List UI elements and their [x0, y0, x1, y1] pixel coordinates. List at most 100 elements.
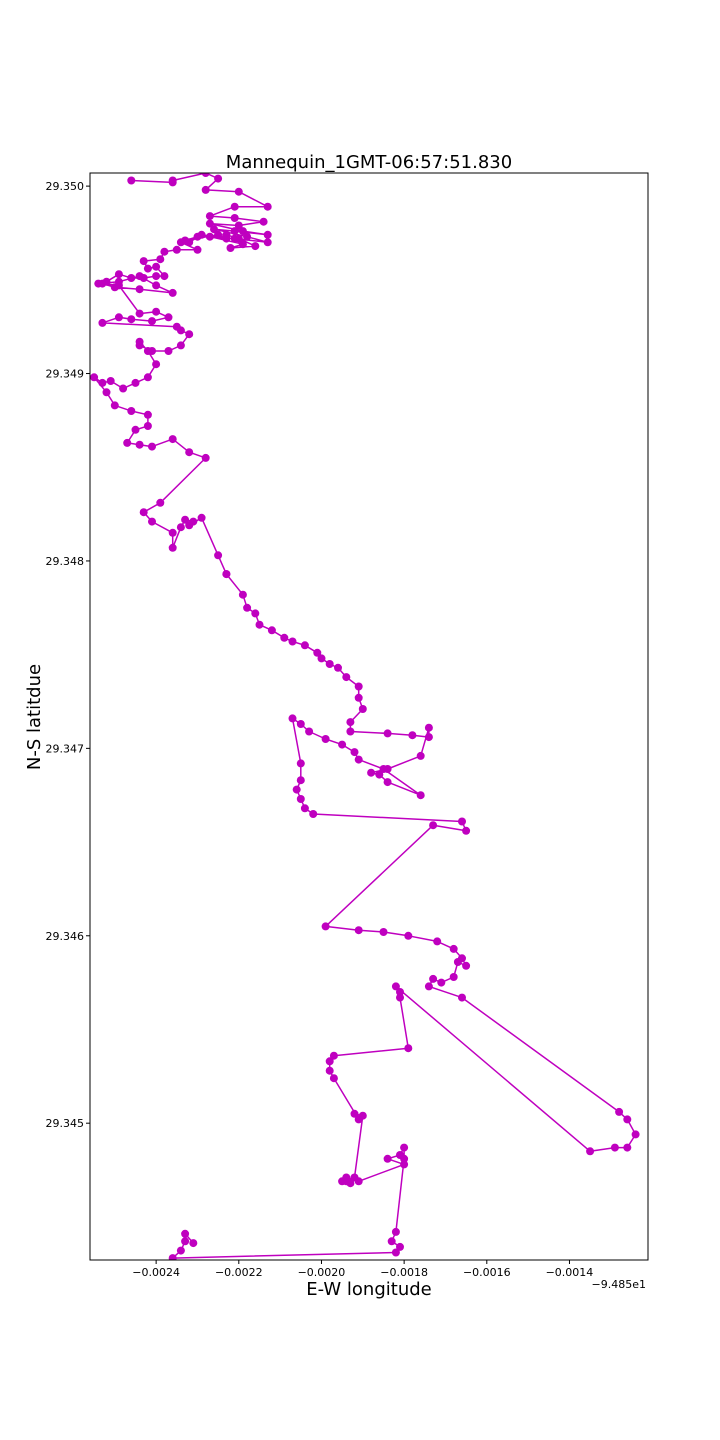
data-point [110, 401, 119, 410]
data-point [176, 523, 185, 532]
data-point [325, 660, 334, 668]
data-point [391, 1227, 400, 1236]
y-tick-label: 29.346 [46, 930, 85, 943]
data-point [185, 448, 194, 457]
data-point [387, 1237, 396, 1246]
data-point [346, 1179, 355, 1188]
data-point [164, 347, 173, 355]
data-point [238, 240, 247, 249]
data-point [263, 238, 272, 247]
data-point [114, 281, 123, 290]
data-point [222, 570, 231, 579]
data-point [396, 1242, 404, 1251]
x-axis-offset-label: −9.485e1 [592, 1278, 646, 1291]
data-point [631, 1130, 640, 1139]
data-point [152, 272, 161, 281]
data-point [338, 740, 347, 749]
y-tick-label: 29.350 [46, 180, 85, 193]
data-point [354, 1177, 363, 1186]
data-point [135, 337, 144, 346]
axes-frame [89, 172, 649, 1261]
data-point [325, 1057, 334, 1066]
data-point [408, 731, 417, 740]
data-point [152, 307, 161, 316]
data-point [317, 654, 326, 663]
data-point [313, 648, 322, 657]
data-point [280, 633, 289, 642]
data-point [135, 309, 144, 318]
data-point [379, 765, 388, 773]
data-point [139, 257, 148, 266]
data-point [449, 944, 458, 953]
data-point [329, 1074, 338, 1083]
data-point [222, 234, 231, 243]
data-point [98, 378, 107, 387]
data-point [197, 230, 206, 239]
data-point [329, 1051, 338, 1060]
data-point [168, 1254, 177, 1260]
data-point [156, 255, 165, 264]
data-point [251, 242, 260, 251]
data-point [296, 795, 305, 803]
data-point [305, 727, 314, 736]
data-point [90, 373, 99, 382]
data-point [292, 785, 301, 794]
x-tick-label: −0.0014 [546, 1266, 594, 1279]
data-point [288, 637, 297, 646]
x-tick-label: −0.0020 [298, 1266, 346, 1279]
data-point [354, 693, 363, 702]
data-point [143, 422, 152, 430]
data-point [114, 313, 123, 322]
data-point [143, 410, 152, 419]
data-point [98, 279, 107, 288]
data-point [458, 993, 466, 1002]
data-point [400, 1160, 409, 1169]
data-point [176, 326, 185, 335]
data-point [458, 817, 466, 826]
data-point [123, 438, 132, 447]
data-point [424, 982, 433, 991]
data-point [437, 978, 446, 987]
data-point [148, 442, 156, 451]
data-point [168, 288, 177, 297]
chart-title: Mannequin_1GMT-06:57:51.830 [226, 152, 512, 173]
data-point [453, 958, 462, 966]
data-point [185, 330, 194, 339]
data-point [176, 1246, 185, 1255]
data-point [383, 729, 392, 738]
data-point [400, 1143, 409, 1152]
data-point [102, 388, 111, 397]
data-point [131, 425, 140, 434]
data-point [462, 961, 471, 970]
data-point [400, 1154, 409, 1163]
data-point [168, 543, 177, 552]
data-point [449, 973, 458, 981]
data-point [143, 373, 152, 382]
data-point [255, 620, 264, 629]
data-point [296, 759, 305, 768]
data-point [230, 227, 239, 236]
data-point [238, 590, 247, 599]
data-point [243, 232, 252, 241]
data-point [346, 727, 355, 736]
data-point [296, 776, 305, 785]
data-point [143, 264, 152, 273]
data-point [391, 1248, 400, 1257]
data-point [296, 720, 305, 728]
data-point [300, 641, 309, 650]
data-point [168, 528, 177, 537]
x-tick-label: −0.0022 [215, 1266, 263, 1279]
data-point [433, 937, 442, 946]
data-point [383, 778, 392, 787]
data-point [205, 212, 214, 221]
data-point [135, 285, 144, 294]
data-point [238, 227, 247, 236]
data-point [98, 318, 107, 327]
data-point [416, 751, 425, 760]
data-point [135, 440, 144, 449]
x-axis-label: E-W longitude [306, 1279, 431, 1300]
data-point [201, 173, 210, 177]
data-point [230, 202, 239, 211]
x-tick-label: −0.0024 [132, 1266, 180, 1279]
